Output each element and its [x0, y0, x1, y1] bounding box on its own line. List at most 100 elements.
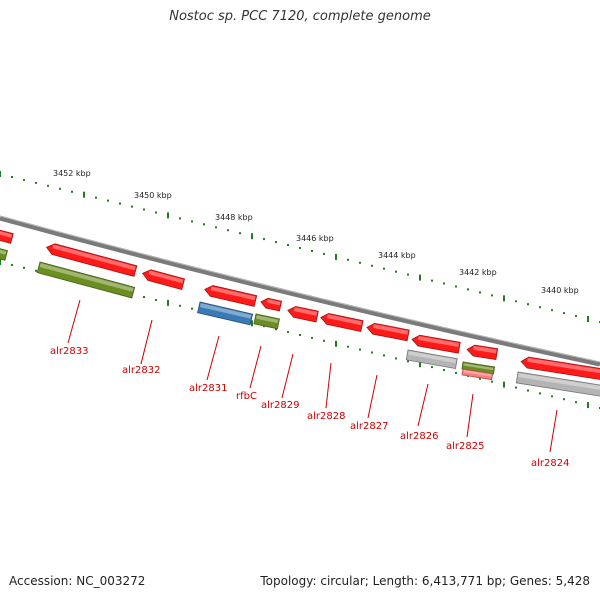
- scale-label: 3452 kbp: [53, 169, 91, 178]
- gene-box: [253, 313, 280, 330]
- gene-features: [0, 229, 600, 398]
- inner-tick-mark: [323, 339, 325, 342]
- gene-shape: [0, 246, 9, 261]
- leader-line: [466, 393, 474, 438]
- inner-tick-mark: [395, 357, 397, 360]
- outer-tick-mark: [539, 306, 541, 309]
- outer-tick-mark: [167, 212, 169, 219]
- gene-label-alr2833: alr2833: [50, 346, 88, 357]
- leader-line: [249, 345, 262, 389]
- gene-highlight: [52, 244, 136, 271]
- gene-arrow: [287, 306, 319, 323]
- outer-tick-mark: [299, 247, 301, 249]
- gene-label-rfbC: rfbC: [236, 391, 257, 402]
- gene-highlight: [372, 324, 409, 335]
- gene-box: [197, 301, 254, 326]
- gene-highlight: [293, 307, 318, 316]
- scale-label: 3442 kbp: [459, 268, 497, 277]
- gene-box: [515, 371, 600, 398]
- gene-label-alr2826: alr2826: [400, 431, 438, 442]
- gene-arrow: [366, 322, 410, 342]
- outer-tick-mark: [395, 270, 397, 273]
- scale-label: 3440 kbp: [541, 286, 579, 295]
- outer-tick-mark: [179, 217, 181, 220]
- outer-tick-mark: [527, 303, 529, 306]
- gene-highlight: [256, 315, 279, 324]
- backbone-arc: [0, 215, 600, 367]
- outer-tick-mark: [47, 184, 49, 187]
- outer-tick-mark: [107, 199, 109, 202]
- inner-tick-mark: [479, 377, 481, 380]
- leader-line: [67, 299, 81, 344]
- gene-highlight: [527, 357, 600, 375]
- gene-arrow: [45, 243, 138, 277]
- outer-tick-mark: [455, 285, 457, 288]
- scale-label: 3446 kbp: [296, 234, 334, 243]
- backbone-arc-highlight: [0, 215, 600, 363]
- gene-highlight: [148, 270, 184, 284]
- outer-tick-mark: [335, 253, 337, 260]
- outer-tick-mark: [359, 261, 361, 264]
- outer-tick-mark: [83, 191, 85, 198]
- inner-tick-mark: [155, 299, 157, 301]
- gene-arrow: [466, 344, 499, 361]
- leader-line: [140, 319, 153, 365]
- outer-tick-mark: [251, 233, 253, 240]
- scale-label: 3448 kbp: [215, 213, 253, 222]
- outer-tick-mark: [419, 274, 421, 281]
- outer-tick-mark: [155, 211, 157, 214]
- gene-highlight: [199, 303, 252, 319]
- gene-label-alr2828: alr2828: [307, 411, 345, 422]
- gene-arrow: [141, 269, 186, 290]
- inner-tick-mark: [383, 354, 385, 357]
- leader-line: [206, 335, 220, 381]
- inner-tick-mark: [191, 307, 193, 310]
- outer-tick-mark: [503, 295, 505, 302]
- gene-arrow: [520, 356, 600, 382]
- inner-tick-mark: [419, 361, 421, 368]
- outer-tick-mark: [323, 252, 325, 255]
- gene-highlight: [266, 299, 281, 306]
- outer-tick-mark: [347, 258, 349, 261]
- inner-tick-mark: [371, 351, 373, 354]
- inner-tick-mark: [503, 381, 505, 388]
- leader-line: [367, 374, 378, 419]
- outer-tick-mark: [23, 178, 25, 181]
- gene-highlight: [473, 345, 497, 354]
- inner-tick-mark: [455, 372, 457, 374]
- gene-arrow: [320, 313, 364, 332]
- inner-tick-mark: [431, 366, 433, 369]
- inner-tick-mark: [299, 334, 301, 336]
- gene-highlight: [39, 263, 134, 292]
- gene-arrow: [411, 334, 461, 354]
- inner-tick-mark: [575, 401, 577, 404]
- outer-tick-mark: [407, 273, 409, 276]
- gene-label-alr2832: alr2832: [122, 365, 160, 376]
- outer-tick-mark: [95, 196, 97, 199]
- inner-tick-mark: [359, 348, 361, 351]
- outer-tick-mark: [311, 250, 313, 252]
- inner-tick-mark: [0, 259, 1, 265]
- outer-scale-ticks: [0, 171, 600, 323]
- gene-label-alr2824: alr2824: [531, 458, 569, 469]
- outer-tick-mark: [383, 267, 385, 270]
- accession-text: Accession: NC_003272: [9, 574, 146, 588]
- inner-tick-mark: [251, 320, 253, 327]
- outer-tick-mark: [563, 312, 565, 315]
- outer-tick-mark: [143, 208, 145, 211]
- leader-line: [549, 409, 558, 453]
- leader-line: [281, 353, 294, 399]
- gene-arrow: [204, 285, 258, 307]
- outer-tick-mark: [479, 291, 481, 294]
- outer-tick-mark: [11, 176, 13, 178]
- inner-tick-mark: [311, 336, 313, 339]
- gene-label-alr2831: alr2831: [189, 383, 227, 394]
- outer-tick-mark: [287, 244, 289, 246]
- gene-label-alr2825: alr2825: [446, 441, 484, 452]
- genome-backbone: [0, 215, 600, 367]
- map-title: Nostoc sp. PCC 7120, complete genome: [169, 9, 431, 24]
- outer-tick-mark: [467, 288, 469, 291]
- gene-box: [405, 349, 458, 369]
- gene-highlight: [408, 351, 457, 363]
